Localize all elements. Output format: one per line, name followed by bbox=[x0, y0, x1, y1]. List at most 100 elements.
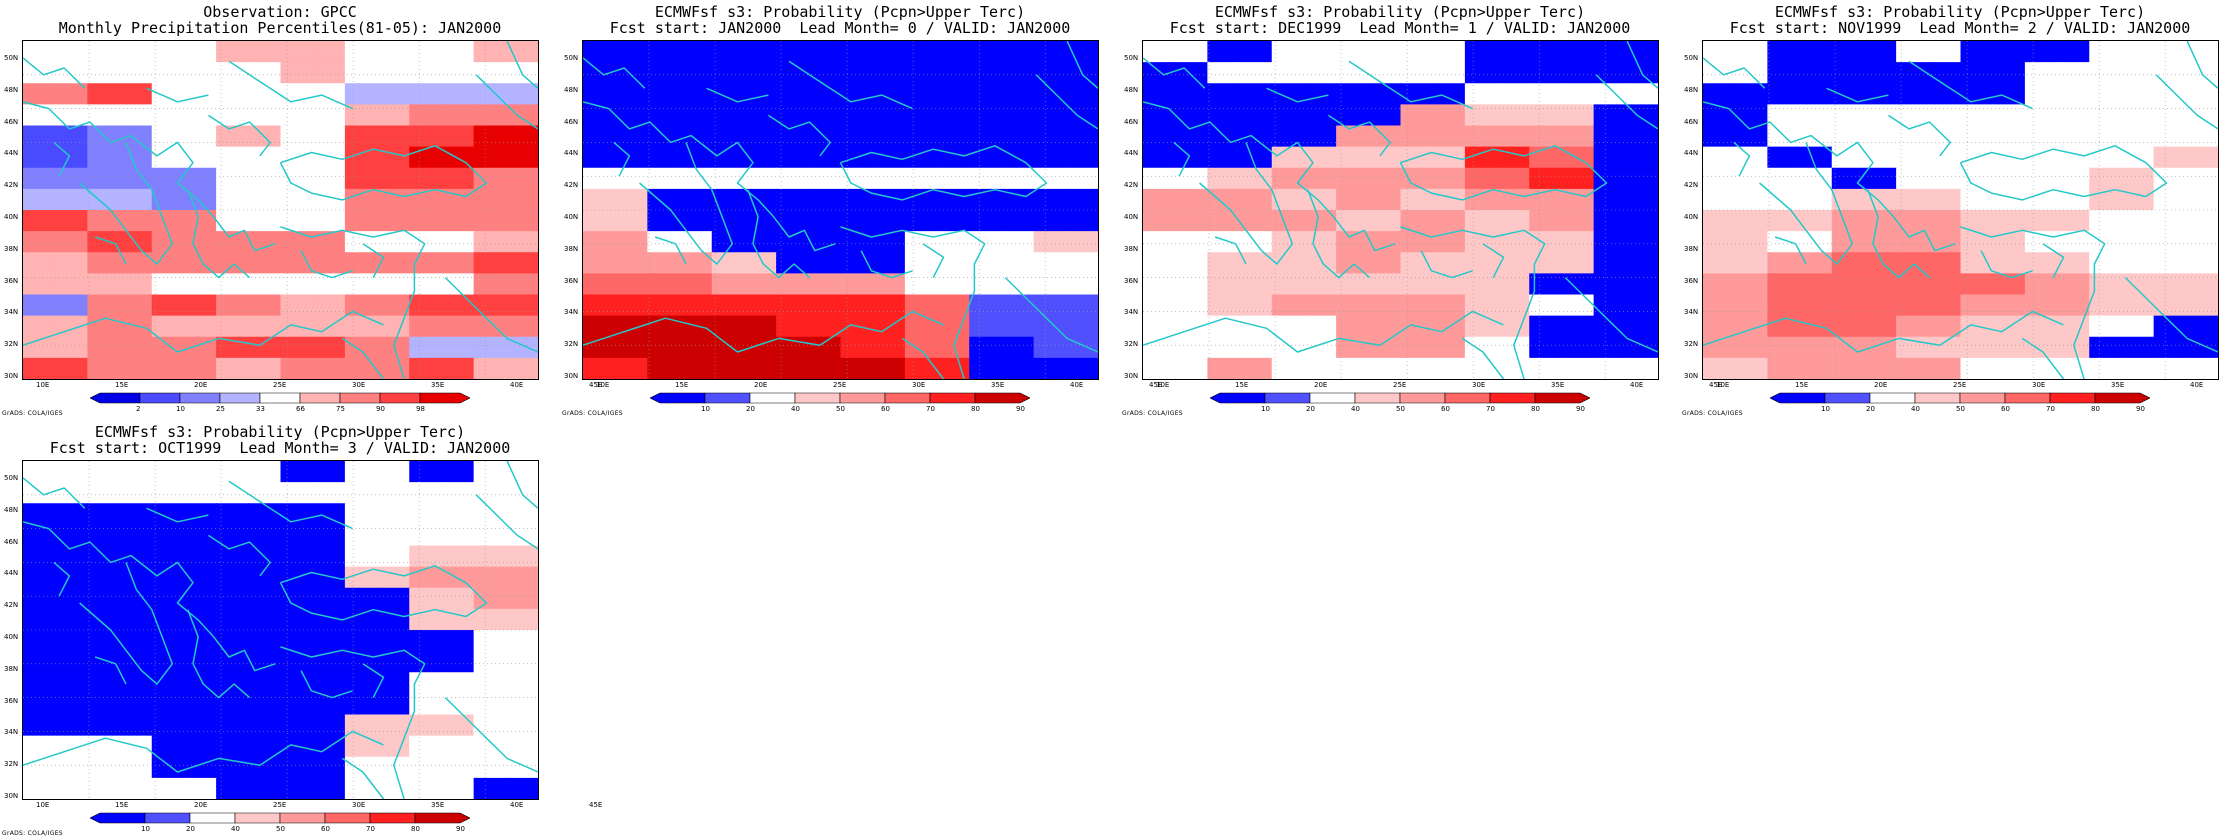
grid-cell bbox=[1735, 210, 1768, 232]
grid-cell bbox=[1239, 273, 1273, 296]
grid-cell bbox=[280, 62, 314, 84]
panel-title: ECMWFsf s3: Probability (Pcpn>Upper Terc… bbox=[1214, 3, 1586, 21]
grid-cell bbox=[808, 210, 842, 232]
colorbar-label: 20 bbox=[746, 405, 755, 413]
grid-cell bbox=[1703, 188, 1736, 211]
grid-cell bbox=[1497, 210, 1530, 232]
grid-cell bbox=[1799, 315, 1833, 338]
lat-tick-label: 36N bbox=[1684, 276, 1699, 285]
grid-cell bbox=[248, 41, 282, 63]
grid-cell bbox=[1960, 167, 1994, 190]
grid-cell bbox=[1497, 167, 1530, 190]
grid-cell bbox=[743, 167, 777, 190]
grid-cell bbox=[151, 566, 185, 589]
lat-tick-label: 48N bbox=[564, 85, 579, 94]
grid-cell bbox=[505, 587, 538, 610]
grid-cell bbox=[2153, 336, 2187, 359]
grid-cell bbox=[647, 210, 681, 232]
grid-cell bbox=[248, 714, 282, 737]
grid-cell bbox=[1400, 357, 1434, 379]
grid-cell bbox=[679, 336, 713, 359]
credit-text: GrADS: COLA/IGES bbox=[2, 410, 63, 417]
grid-cell bbox=[312, 357, 346, 379]
grid-cell bbox=[1271, 336, 1305, 359]
coastline-icon bbox=[1595, 74, 1658, 130]
grid-cell bbox=[23, 503, 56, 525]
grid-cell bbox=[55, 503, 88, 525]
grid-cell bbox=[1497, 252, 1530, 274]
grid-cell bbox=[1960, 41, 1994, 63]
grid-cell bbox=[1497, 41, 1530, 63]
grid-cell bbox=[23, 83, 56, 105]
grid-cell bbox=[183, 104, 217, 127]
grid-cell bbox=[2185, 188, 2218, 211]
grid-cell bbox=[1799, 104, 1833, 127]
grid-cell bbox=[840, 125, 874, 148]
grid-cell bbox=[441, 461, 475, 483]
coastline-icon bbox=[1399, 145, 1608, 201]
grid-cell bbox=[1336, 273, 1369, 296]
grid-cell bbox=[904, 357, 938, 379]
grid-cell bbox=[743, 83, 777, 105]
coastline-icon bbox=[1774, 236, 1807, 265]
grid-cell bbox=[280, 608, 314, 631]
grid-cell bbox=[808, 41, 842, 63]
grid-cell bbox=[344, 188, 378, 211]
grid-cell bbox=[1735, 41, 1768, 63]
map-plot bbox=[22, 460, 539, 800]
coastline-icon bbox=[53, 561, 71, 597]
coastline-icon bbox=[341, 757, 385, 799]
grid-cell bbox=[2153, 104, 2187, 127]
grid-cell bbox=[119, 252, 153, 274]
grid-cell bbox=[409, 756, 443, 779]
coastline-icon bbox=[1626, 41, 1658, 89]
grid-cell bbox=[248, 587, 282, 610]
colorbar-label: 75 bbox=[336, 405, 345, 413]
grid-cell bbox=[1896, 294, 1929, 317]
grid-cell bbox=[216, 735, 249, 758]
colorbar-segment bbox=[90, 392, 141, 404]
grid-cell bbox=[119, 146, 153, 169]
grid-cell bbox=[312, 62, 346, 84]
grid-cell bbox=[1799, 188, 1833, 211]
grid-cell bbox=[1143, 273, 1176, 296]
colorbar-segment bbox=[704, 392, 751, 404]
grid-cell bbox=[1960, 125, 1994, 148]
grid-cell bbox=[23, 231, 56, 253]
grid-cell bbox=[216, 461, 249, 483]
grid-cell bbox=[2185, 167, 2218, 190]
colorbar-segment bbox=[1309, 392, 1356, 404]
grid-cell bbox=[583, 83, 616, 105]
grid-cell bbox=[1703, 62, 1736, 84]
grid-cell bbox=[1831, 62, 1865, 84]
coastline-icon bbox=[840, 226, 986, 379]
colorbar-label: 10 bbox=[141, 825, 150, 833]
grid-cell bbox=[87, 146, 121, 169]
lon-tick-label: 25E bbox=[1393, 381, 1407, 389]
lon-tick-label: 40E bbox=[2190, 381, 2204, 389]
grid-cell bbox=[87, 482, 121, 504]
grid-cell bbox=[377, 41, 410, 63]
grid-cell bbox=[183, 587, 217, 610]
grid-cell bbox=[151, 146, 185, 169]
coastline-icon bbox=[53, 141, 71, 177]
grid-cell bbox=[1767, 41, 1801, 63]
lat-tick-label: 44N bbox=[1684, 149, 1699, 158]
grid-cell bbox=[151, 252, 185, 274]
coastline-icon bbox=[300, 670, 353, 699]
grid-cell bbox=[377, 714, 410, 737]
grid-cell bbox=[216, 482, 249, 504]
lon-tick-label: 40E bbox=[1070, 381, 1084, 389]
grid-cell bbox=[1239, 188, 1273, 211]
grid-cell bbox=[409, 83, 443, 105]
grid-cell bbox=[151, 651, 185, 673]
grid-cell bbox=[2185, 252, 2218, 274]
grid-cell bbox=[1767, 294, 1801, 317]
colorbar-segment bbox=[974, 392, 1030, 404]
grid-cell bbox=[377, 672, 410, 694]
grid-cell bbox=[1400, 188, 1434, 211]
grid-cell bbox=[615, 83, 648, 105]
grid-cell bbox=[473, 294, 507, 317]
grid-cell bbox=[119, 693, 153, 716]
grid-cell bbox=[969, 62, 1003, 84]
